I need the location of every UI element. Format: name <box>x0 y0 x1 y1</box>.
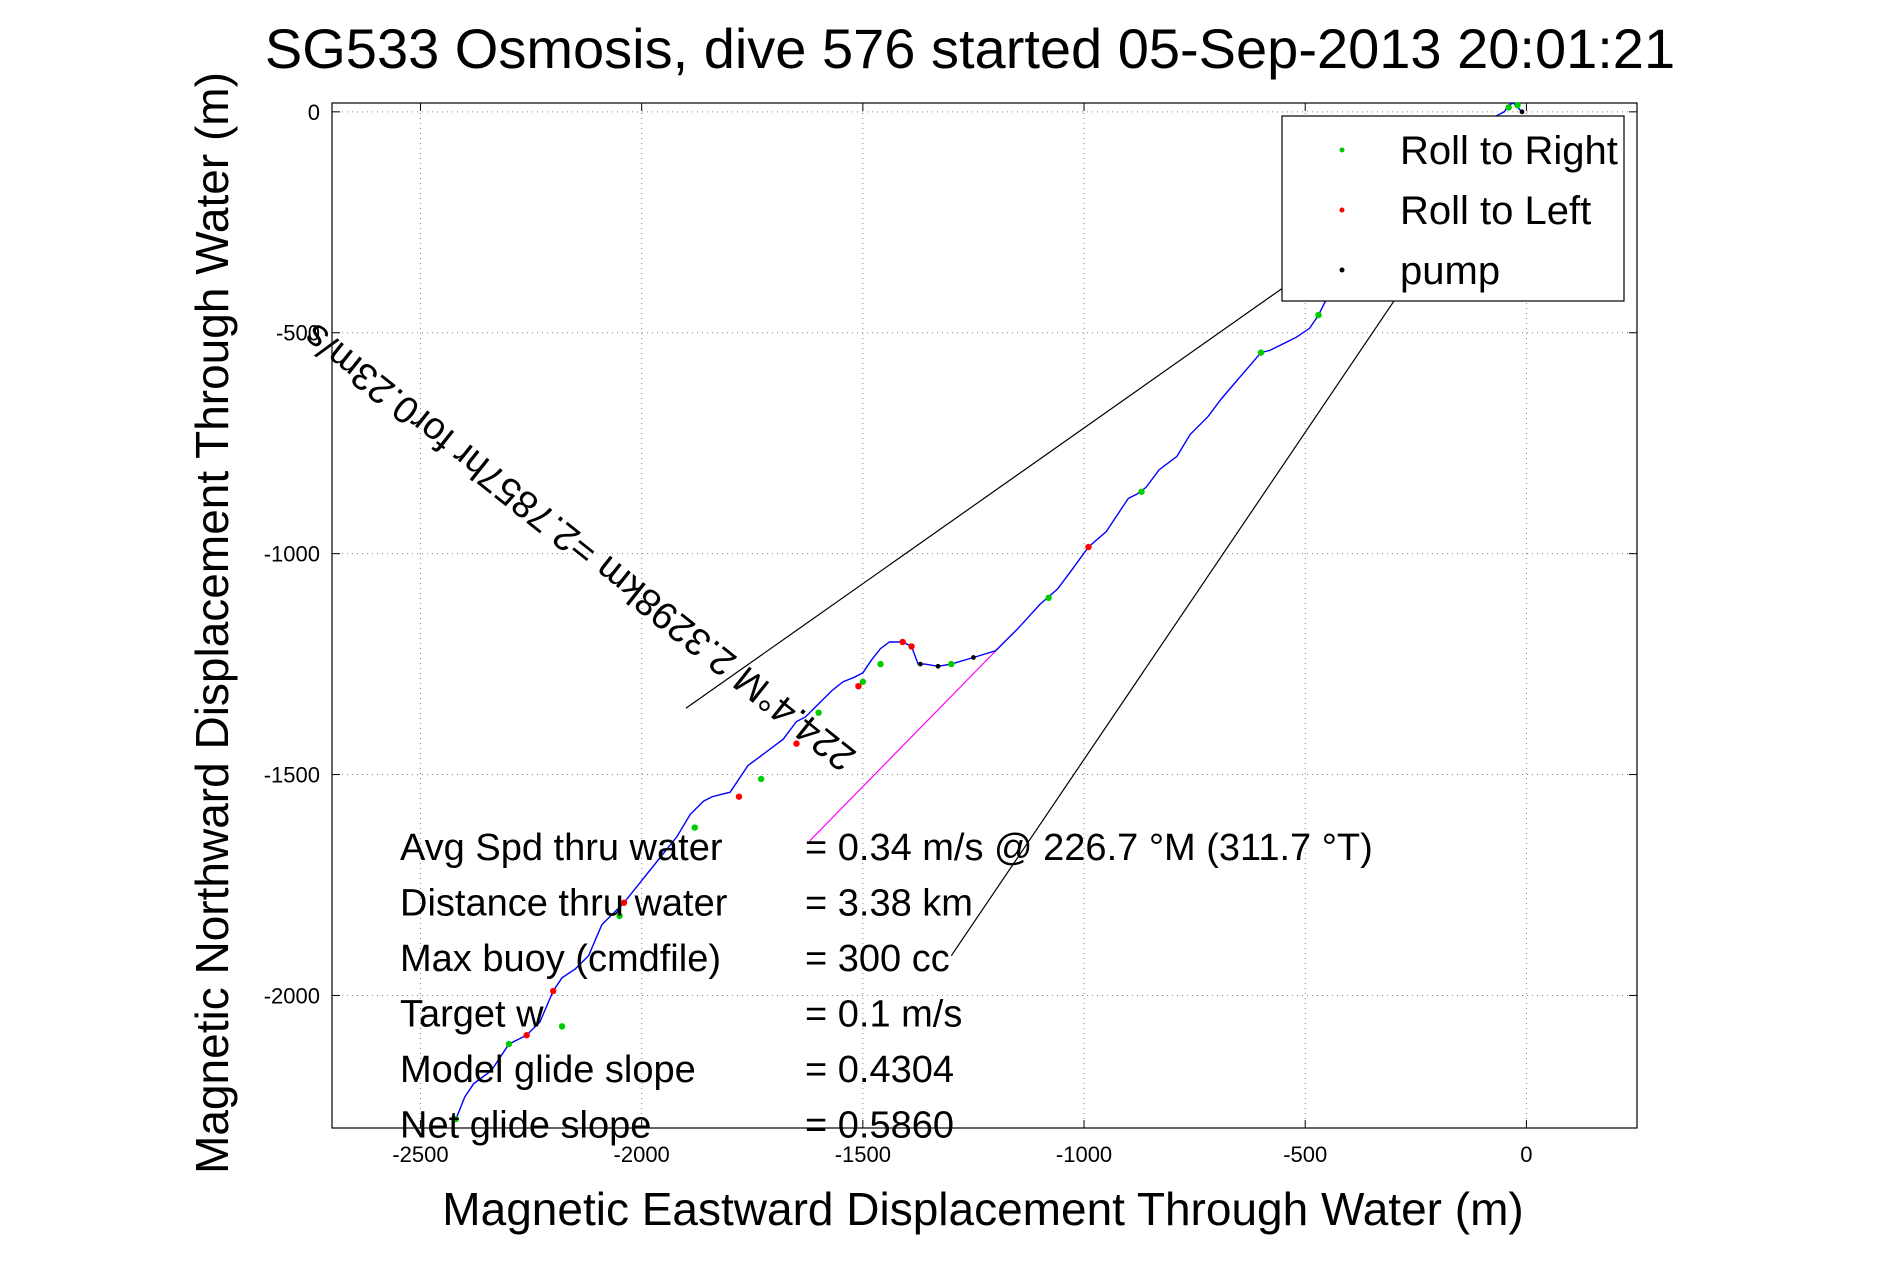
roll-right-point <box>505 1040 513 1048</box>
roll-left-point <box>1085 543 1092 551</box>
roll-right-point <box>757 775 765 783</box>
pump-point <box>917 661 923 667</box>
x-tick-label: -1000 <box>1056 1142 1112 1167</box>
roll-right-point <box>1045 594 1052 602</box>
stat-value: = 0.5860 <box>805 1105 954 1147</box>
x-tick-label: -500 <box>1283 1142 1327 1167</box>
y-axis-title: Magnetic Northward Displacement Through … <box>186 72 238 1174</box>
x-tick-label: -2000 <box>614 1142 670 1167</box>
roll-left-point <box>549 987 557 995</box>
y-tick-label: 0 <box>308 100 320 125</box>
roll-right-point <box>691 824 698 831</box>
legend-label: pump <box>1400 249 1500 293</box>
roll-right-point <box>558 1023 566 1030</box>
stat-label: Max buoy (cmdfile) <box>400 938 721 980</box>
roll-left-point <box>620 899 628 906</box>
y-axis-ticks: 0 -500 -1000 -1500 -2000 <box>264 100 1637 1008</box>
roll-right-point <box>948 660 955 668</box>
legend-marker <box>1339 207 1345 213</box>
cone-left-line <box>685 274 1302 709</box>
stats-block: Avg Spd thru water = 0.34 m/s @ 226.7 °M … <box>400 827 1373 1147</box>
roll-right-point <box>1138 488 1145 495</box>
legend-label: Roll to Right <box>1400 129 1618 173</box>
stat-label: Avg Spd thru water <box>400 827 723 869</box>
stat-label: Net glide slope <box>400 1105 651 1147</box>
roll-right-point <box>1257 349 1265 356</box>
stat-value: = 300 cc <box>805 938 950 980</box>
stat-label: Target w <box>400 994 544 1036</box>
roll-right-point <box>1315 311 1322 319</box>
x-tick-label: 0 <box>1520 1142 1532 1167</box>
stat-value: = 0.1 m/s <box>805 994 962 1036</box>
cone-right-line <box>950 274 1412 957</box>
roll-left-point <box>899 638 906 646</box>
roll-right-point <box>815 709 822 716</box>
pump-point <box>935 663 941 669</box>
stat-value: = 0.4304 <box>805 1049 954 1091</box>
y-tick-label: -2000 <box>264 983 320 1008</box>
roll-right-point <box>452 1115 460 1123</box>
pump-point <box>1519 109 1525 115</box>
stat-value: = 0.34 m/s @ 226.7 °M (311.7 °T) <box>805 827 1373 869</box>
overlay-lines <box>685 274 1412 957</box>
heading-line-line <box>809 641 1005 842</box>
chart-title: SG533 Osmosis, dive 576 started 05-Sep-2… <box>265 17 1675 80</box>
roll-left-point <box>523 1032 530 1039</box>
roll-right-point <box>859 678 867 685</box>
x-tick-label: -2500 <box>392 1142 448 1167</box>
legend-label: Roll to Left <box>1400 189 1591 233</box>
roll-left-point <box>735 793 743 800</box>
x-axis-title: Magnetic Eastward Displacement Through W… <box>442 1183 1523 1235</box>
y-tick-label: -500 <box>276 321 320 346</box>
stat-label: Distance thru water <box>400 883 728 925</box>
pump-point <box>971 655 976 660</box>
roll-left-point <box>793 740 800 747</box>
stat-label: Model glide slope <box>400 1049 696 1091</box>
legend-marker <box>1339 267 1345 273</box>
y-tick-label: -1500 <box>264 763 320 788</box>
legend: Roll to Right Roll to Left pump <box>1281 115 1625 302</box>
roll-right-point <box>877 660 884 668</box>
x-tick-label: -1500 <box>835 1142 891 1167</box>
y-tick-label: -1000 <box>264 542 320 567</box>
roll-left-point <box>855 682 862 690</box>
roll-right-point <box>1505 104 1512 111</box>
stat-value: = 3.38 km <box>805 883 973 925</box>
roll-left-point <box>908 643 915 650</box>
roll-right-point <box>1514 102 1521 109</box>
roll-right-point <box>616 912 623 920</box>
x-axis-ticks: -2500 -2000 -1500 -1000 -500 0 <box>392 103 1533 1167</box>
legend-box <box>1281 115 1625 302</box>
legend-marker <box>1339 147 1345 153</box>
